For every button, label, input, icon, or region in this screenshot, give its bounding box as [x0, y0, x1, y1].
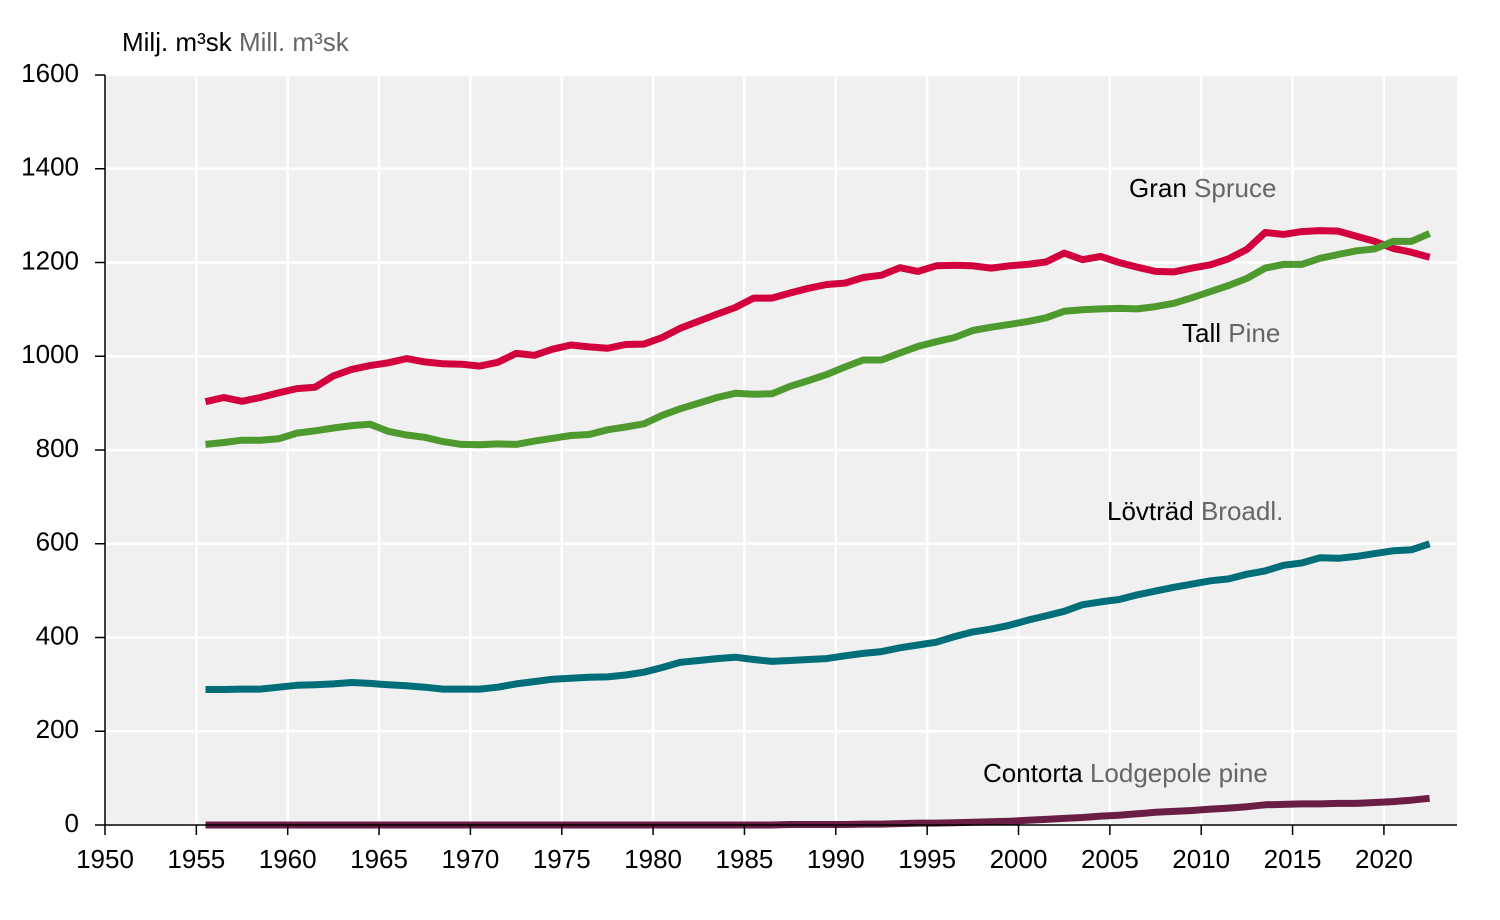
x-tick-label: 1960 — [259, 844, 317, 874]
x-tick-label: 2000 — [990, 844, 1048, 874]
x-tick-label: 1980 — [624, 844, 682, 874]
series-name: Lövträd — [1107, 496, 1194, 526]
unit-label-en: Mill. m³sk — [239, 27, 350, 57]
x-tick-label: 1995 — [898, 844, 956, 874]
series-name-en: Broadl. — [1201, 496, 1283, 526]
y-tick-label: 1600 — [21, 58, 79, 88]
x-tick-label: 1955 — [167, 844, 225, 874]
y-tick-label: 1200 — [21, 245, 79, 275]
x-tick-label: 2005 — [1081, 844, 1139, 874]
series-name: Tall — [1182, 318, 1221, 348]
x-tick-label: 1975 — [533, 844, 591, 874]
y-tick-label: 200 — [36, 714, 79, 744]
x-tick-label: 1950 — [76, 844, 134, 874]
x-tick-label: 1990 — [807, 844, 865, 874]
grid — [105, 73, 1457, 827]
unit-label: Milj. m³sk Mill. m³sk — [122, 27, 350, 57]
y-tick-label: 1000 — [21, 339, 79, 369]
series-name-en: Pine — [1228, 318, 1280, 348]
y-tick-label: 1400 — [21, 152, 79, 182]
x-tick-label: 2010 — [1172, 844, 1230, 874]
x-tick-label: 2015 — [1264, 844, 1322, 874]
series-label: Lövträd Broadl. — [1107, 496, 1283, 526]
series-label: Tall Pine — [1182, 318, 1280, 348]
y-tick-label: 600 — [36, 527, 79, 557]
x-tick-label: 2020 — [1355, 844, 1413, 874]
y-tick-label: 400 — [36, 620, 79, 650]
series-label: Gran Spruce — [1129, 173, 1276, 203]
y-tick-label: 800 — [36, 433, 79, 463]
series-line — [205, 540, 1431, 693]
series-line — [204, 227, 1431, 406]
x-tick-label: 1965 — [350, 844, 408, 874]
y-tick-label: 0 — [65, 808, 79, 838]
series-name-en: Lodgepole pine — [1090, 758, 1268, 788]
series-line — [205, 230, 1432, 449]
series-label: Contorta Lodgepole pine — [983, 758, 1268, 788]
series-name: Gran — [1129, 173, 1187, 203]
x-tick-label: 1970 — [441, 844, 499, 874]
series-name: Contorta — [983, 758, 1083, 788]
series-name-en: Spruce — [1194, 173, 1276, 203]
unit-label-sv: Milj. m³sk — [122, 27, 233, 57]
x-tick-label: 1985 — [716, 844, 774, 874]
